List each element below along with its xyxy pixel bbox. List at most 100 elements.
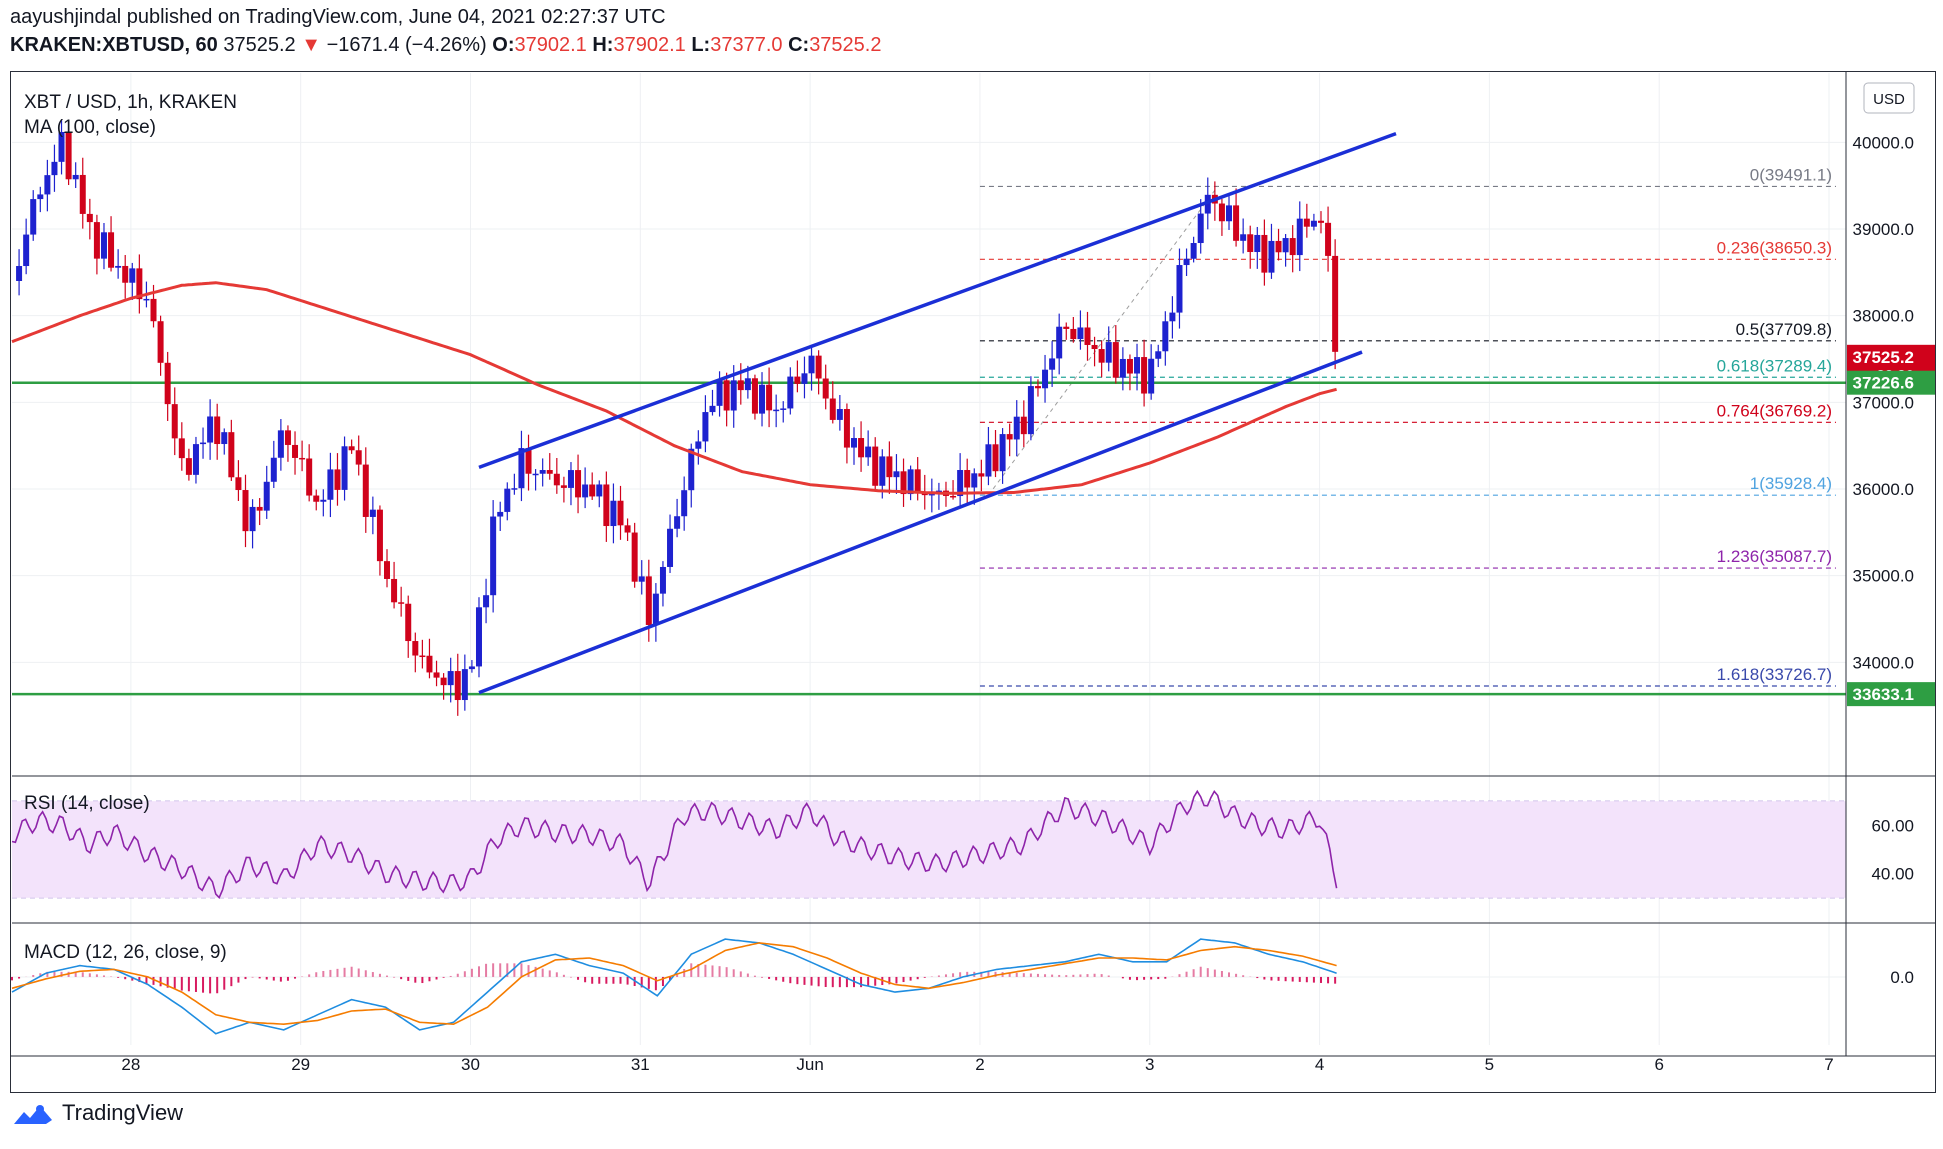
candle-body	[539, 470, 546, 474]
tradingview-logo-icon	[14, 1105, 52, 1124]
candle-body	[950, 495, 957, 498]
candle-body	[1282, 238, 1289, 253]
candle-body	[978, 473, 985, 477]
x-tick-label: 3	[1145, 1055, 1154, 1074]
rsi-tick-label: 40.00	[1871, 865, 1914, 884]
candle-body	[907, 469, 914, 495]
candle-body	[999, 434, 1006, 472]
candle-body	[1027, 386, 1034, 435]
candle-body	[284, 430, 291, 445]
candle-body	[780, 408, 787, 410]
candle-body	[744, 378, 751, 391]
candle-body	[992, 444, 999, 472]
x-tick-label: 30	[461, 1055, 480, 1074]
candle-body	[928, 493, 935, 496]
price-tag-value: 37525.2	[1853, 348, 1914, 367]
y-tick-label: 37000.0	[1853, 393, 1914, 412]
candle-body	[65, 132, 72, 180]
candle-body	[567, 470, 574, 488]
candle-body	[610, 500, 617, 527]
candle-body	[674, 516, 681, 529]
x-tick-label: 7	[1824, 1055, 1833, 1074]
down-arrow-icon: ▼	[301, 34, 322, 56]
candle-body	[1112, 342, 1119, 378]
candle-body	[1240, 234, 1247, 241]
y-tick-label: 34000.0	[1853, 653, 1914, 672]
currency-label: USD	[1873, 91, 1905, 108]
candle-body	[1176, 265, 1183, 313]
candle-body	[504, 488, 511, 512]
candle-body	[483, 595, 490, 608]
candle-body	[1042, 369, 1049, 389]
candle-body	[115, 265, 122, 268]
rsi-tick-label: 60.00	[1871, 816, 1914, 835]
candle-body	[1169, 312, 1176, 322]
candle-body	[681, 490, 688, 517]
candle-body	[1070, 328, 1077, 340]
candle-body	[369, 509, 376, 517]
rsi-band	[12, 801, 1846, 898]
candle-body	[1310, 220, 1317, 227]
candle-body	[759, 384, 766, 414]
candle-body	[122, 265, 129, 283]
candle-body	[440, 677, 447, 686]
candle-body	[419, 655, 426, 658]
tradingview-brand[interactable]: TradingView	[62, 1100, 184, 1125]
fibonacci-levels: 0(39491.1) 0.236(38650.3) 0.5(37709.8) 0.61…	[979, 165, 1836, 687]
candle-body	[617, 500, 624, 526]
candle-body	[822, 378, 829, 399]
rsi-legend: RSI (14, close)	[24, 793, 150, 814]
chart-title: XBT / USD, 1h, KRAKEN	[24, 92, 237, 113]
candle-body	[843, 409, 850, 448]
y-tick-label: 36000.0	[1853, 480, 1914, 499]
y-tick-label: 38000.0	[1853, 307, 1914, 326]
candle-body	[1084, 327, 1091, 345]
candles	[16, 119, 1339, 716]
x-tick-label: 6	[1654, 1055, 1663, 1074]
candle-body	[716, 380, 723, 406]
candle-body	[709, 405, 716, 413]
candle-body	[454, 671, 461, 701]
candle-body	[858, 438, 865, 458]
candle-body	[631, 532, 638, 582]
candle-body	[221, 432, 228, 445]
candle-body	[589, 484, 596, 497]
candle-body	[150, 298, 157, 322]
candle-body	[129, 268, 136, 283]
candle-body	[412, 641, 419, 656]
candle-body	[532, 473, 539, 476]
y-tick-label: 39000.0	[1853, 220, 1914, 239]
candle-body	[334, 469, 341, 490]
grid	[12, 73, 1846, 1045]
candle-body	[1098, 349, 1105, 363]
candle-body	[1275, 240, 1282, 253]
axis-labels: 28 29 30 31 Jun 2 3 4 5 6 7 34000.0 35000.0 36000.0 37…	[121, 133, 1935, 1074]
candle-body	[376, 509, 383, 562]
candle-body	[214, 416, 221, 445]
chart-frame[interactable]	[10, 71, 1936, 1093]
candle-body	[475, 607, 482, 667]
macd-tick-label: 0.0	[1890, 968, 1914, 987]
ma-legend: MA (100, close)	[24, 117, 156, 138]
price-tag-value: 37226.6	[1853, 374, 1914, 393]
candle-body	[525, 448, 532, 474]
fib-label: 0.5(37709.8)	[1736, 320, 1832, 339]
candle-body	[292, 444, 299, 458]
candle-body	[1233, 205, 1240, 241]
candle-body	[808, 355, 815, 374]
price-change: −1671.4 (−4.26%)	[326, 34, 487, 56]
candle-body	[957, 470, 964, 497]
fib-label: 0.236(38650.3)	[1717, 238, 1832, 257]
candle-body	[546, 470, 553, 474]
close-label: C:	[788, 34, 810, 56]
candle-body	[1006, 434, 1013, 440]
currency-button[interactable]	[1863, 82, 1915, 114]
price-tag	[1847, 682, 1935, 707]
candle-body	[773, 409, 780, 412]
candle-body	[263, 481, 270, 511]
ohlc-header: KRAKEN:XBTUSD, 60 37525.2 ▼ −1671.4 (−4.…	[10, 34, 881, 57]
candle-body	[23, 234, 30, 267]
channel-line	[478, 350, 1363, 695]
candle-body	[730, 380, 737, 411]
